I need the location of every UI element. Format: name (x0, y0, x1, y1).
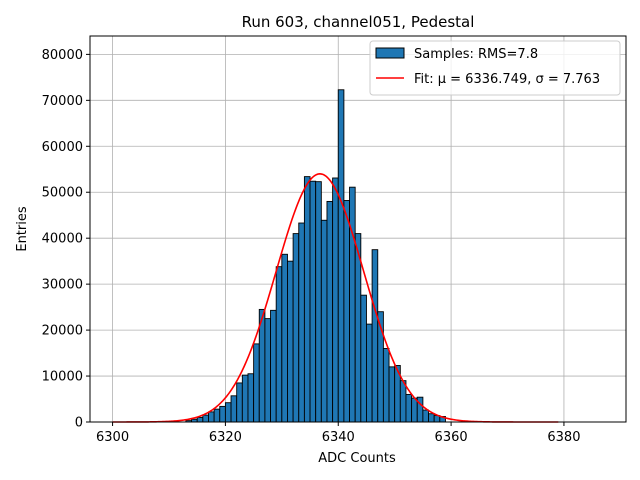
histogram-bar (405, 393, 413, 423)
histogram-bar (287, 260, 294, 423)
histogram-bar (241, 374, 249, 423)
histogram-bar (382, 348, 390, 423)
y-tick-label: 0 (75, 416, 83, 431)
histogram-bar (236, 382, 243, 423)
histogram-bar (411, 397, 418, 423)
histogram-bar (270, 309, 277, 423)
histogram-bar (366, 323, 373, 423)
histogram-bar (303, 176, 311, 423)
histogram-bar (264, 318, 271, 423)
x-tick-label: 6340 (322, 430, 355, 445)
x-axis-label: ADC Counts (318, 451, 396, 466)
histogram-bar (315, 181, 322, 423)
histogram-bar (337, 89, 345, 423)
histogram-bar (422, 409, 429, 423)
histogram-bar (208, 411, 215, 423)
histogram-bar (320, 219, 328, 423)
histogram-bar (298, 222, 305, 423)
axes-frame (89, 35, 627, 423)
histogram-bar (219, 405, 226, 423)
histogram-bar (224, 402, 232, 423)
y-tick-label: 30000 (42, 278, 83, 293)
histogram-bar (332, 177, 339, 423)
y-tick-label: 40000 (42, 232, 83, 247)
legend-fit-label: Fit: μ = 6336.749, σ = 7.763 (414, 72, 600, 87)
histogram-bar (292, 233, 300, 423)
histogram-bar (309, 180, 317, 423)
histogram-bar (230, 395, 238, 423)
x-tick-label: 6300 (96, 430, 129, 445)
y-tick-label: 80000 (42, 48, 83, 63)
y-tick-label: 70000 (42, 94, 83, 109)
legend-box (369, 40, 621, 96)
x-tick-label: 6320 (209, 430, 242, 445)
histogram-bar (349, 186, 356, 423)
histogram-bar (371, 249, 379, 423)
histogram-bar (247, 373, 255, 423)
y-tick-label: 10000 (42, 370, 83, 385)
histogram-bar (275, 266, 283, 423)
x-tick-label: 6380 (547, 430, 580, 445)
histogram-bar (428, 413, 435, 423)
y-axis-label: Entries (15, 206, 30, 252)
histogram-bar (326, 200, 334, 423)
y-tick-label: 60000 (42, 140, 83, 155)
histogram-bar (213, 408, 221, 423)
histogram-bar (196, 416, 204, 423)
histogram-bar (281, 253, 288, 423)
histogram-bar (399, 380, 407, 423)
histogram-bar (343, 200, 350, 423)
legend-histogram-swatch (375, 47, 405, 59)
x-axis-ticks: 6300 6320 6340 6360 6380 (96, 422, 580, 445)
histogram-bar (388, 366, 396, 423)
x-tick-label: 6360 (435, 430, 468, 445)
histogram-bar (202, 414, 209, 423)
y-tick-label: 20000 (42, 324, 83, 339)
histogram-bar (360, 294, 367, 423)
histogram-bar (253, 343, 260, 423)
y-tick-label: 50000 (42, 186, 83, 201)
y-axis-ticks: 0 10000 20000 30000 40000 50000 60000 70000 8000… (42, 48, 90, 431)
histogram-bar (354, 233, 362, 423)
legend-histogram-label: Samples: RMS=7.8 (414, 47, 538, 62)
legend: Samples: RMS=7.8 Fit: μ = 6336.749, σ = … (369, 40, 621, 96)
chart-title: Run 603, channel051, Pedestal (242, 13, 475, 31)
